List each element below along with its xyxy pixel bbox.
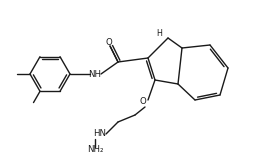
Text: NH₂: NH₂ (87, 145, 103, 154)
Text: NH: NH (89, 69, 102, 78)
Text: HN: HN (93, 129, 106, 138)
Text: O: O (106, 38, 112, 46)
Text: O: O (140, 97, 146, 106)
Text: H: H (156, 29, 162, 38)
